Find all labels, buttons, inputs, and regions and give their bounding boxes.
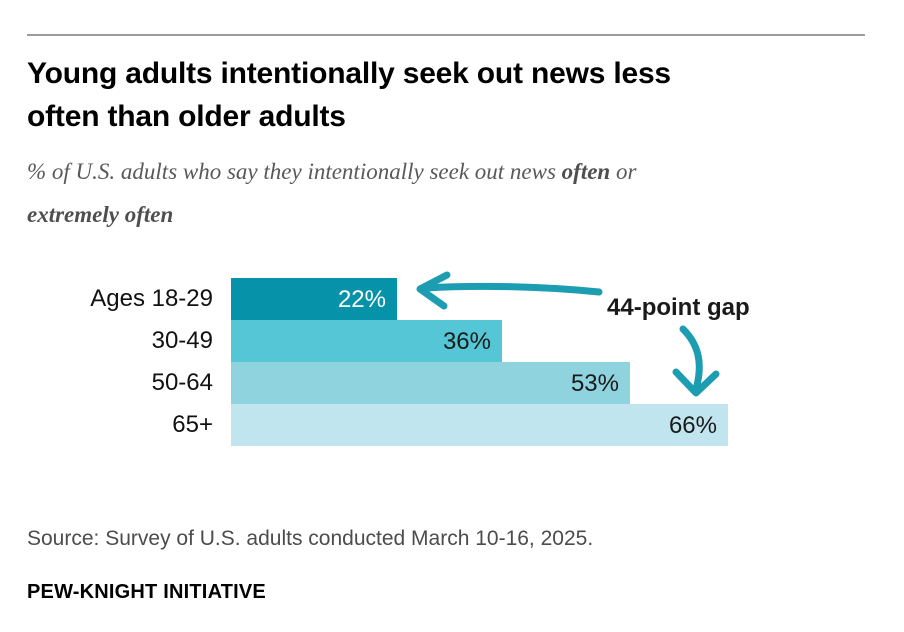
brand-footer: PEW-KNIGHT INITIATIVE	[27, 581, 266, 603]
bar-65-plus: 66%	[231, 404, 728, 446]
top-divider	[27, 34, 865, 36]
title-line-1: Young adults intentionally seek out news…	[27, 57, 671, 90]
bar-row-50-64: 50-64 53%	[0, 362, 904, 404]
value-label: 22%	[337, 286, 386, 313]
category-label: Ages 18-29	[90, 285, 213, 312]
value-label: 53%	[570, 370, 619, 397]
subtitle-text-or: or	[610, 159, 637, 184]
bar-50-64: 53%	[231, 362, 630, 404]
bar-ages-18-29: 22%	[231, 278, 397, 320]
bar-chart: Ages 18-29 22% 30-49 36% 50-64 53% 65+ 6…	[0, 278, 904, 446]
category-label: 50-64	[151, 369, 213, 396]
subtitle-emphasis-often: often	[561, 159, 611, 184]
bar-row-ages-18-29: Ages 18-29 22%	[0, 278, 904, 320]
subtitle-emphasis-extremely-often: extremely often	[27, 202, 174, 227]
value-label: 66%	[668, 412, 717, 439]
bar-30-49: 36%	[231, 320, 502, 362]
page-title: Young adults intentionally seek out news…	[27, 52, 847, 138]
value-label: 36%	[442, 328, 491, 355]
source-note: Source: Survey of U.S. adults conducted …	[27, 527, 594, 550]
category-label: 65+	[172, 411, 213, 438]
bar-row-30-49: 30-49 36%	[0, 320, 904, 362]
subtitle-text: % of U.S. adults who say they intentiona…	[27, 159, 562, 184]
bar-row-65-plus: 65+ 66%	[0, 404, 904, 446]
category-label: 30-49	[151, 327, 213, 354]
chart-subtitle: % of U.S. adults who say they intentiona…	[27, 150, 807, 236]
title-line-2: often than older adults	[27, 100, 346, 133]
gap-annotation-label: 44-point gap	[607, 294, 750, 321]
